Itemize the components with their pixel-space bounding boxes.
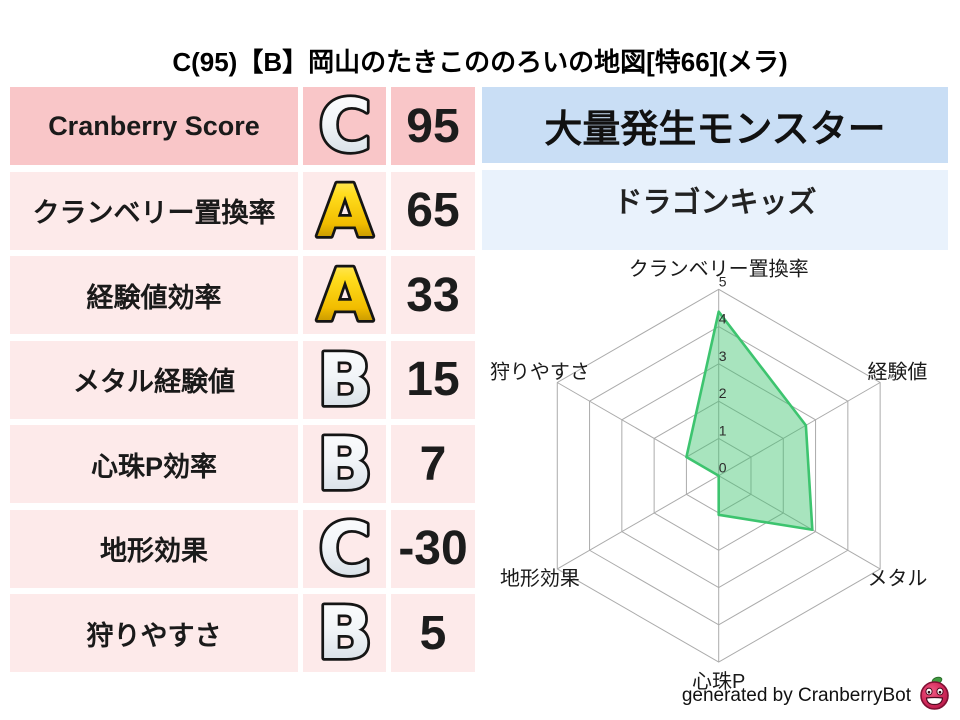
score-value: 65 <box>391 171 475 250</box>
table-row: Cranberry Score C 95 <box>10 83 475 171</box>
monster-name: ドラゴンキッズ <box>482 170 948 250</box>
svg-text:3: 3 <box>719 348 727 364</box>
score-label: 心珠P効率 <box>10 425 298 503</box>
svg-text:狩りやすさ: 狩りやすさ <box>490 361 590 384</box>
grade-badge-icon: C <box>303 83 386 171</box>
svg-text:経験値: 経験値 <box>867 361 927 384</box>
grade-badge-icon: B <box>303 421 386 509</box>
cranberry-mascot-icon <box>916 676 952 716</box>
score-label: クランベリー置換率 <box>10 171 298 250</box>
svg-text:5: 5 <box>719 273 727 289</box>
table-row: クランベリー置換率 A 65 <box>10 168 475 255</box>
score-label: 地形効果 <box>10 509 298 588</box>
score-label: メタル経験値 <box>10 340 298 419</box>
svg-text:C: C <box>319 84 372 168</box>
score-value: 33 <box>391 256 475 334</box>
svg-text:C: C <box>319 507 372 591</box>
table-row: 心珠P効率 B 7 <box>10 421 475 509</box>
svg-text:地形効果: 地形効果 <box>500 567 580 590</box>
svg-text:1: 1 <box>719 422 727 438</box>
score-label: Cranberry Score <box>10 87 298 165</box>
svg-text:4: 4 <box>719 311 727 327</box>
svg-text:クランベリー置換率: クランベリー置換率 <box>629 257 809 280</box>
page-title: C(95)【B】岡山のたきこののろいの地図[特66](メラ) <box>172 47 788 77</box>
svg-text:B: B <box>318 422 373 506</box>
score-label: 経験値効率 <box>10 256 298 334</box>
score-value: 5 <box>391 594 475 672</box>
grade-badge-icon: B <box>303 337 386 424</box>
grade-badge-icon: C <box>303 506 386 593</box>
table-row: 経験値効率 A 33 <box>10 252 475 340</box>
svg-text:心珠P: 心珠P <box>692 670 745 693</box>
svg-text:2: 2 <box>719 385 727 401</box>
svg-text:B: B <box>318 591 373 675</box>
grade-badge-icon: A <box>303 252 386 340</box>
svg-text:B: B <box>318 338 373 422</box>
score-value: 95 <box>391 87 475 165</box>
score-value: 7 <box>391 425 475 503</box>
svg-text:メタル: メタル <box>867 567 927 590</box>
score-table: Cranberry Score C 95 クランベリー置換率 A 65 経験値効… <box>10 83 475 679</box>
table-row: 地形効果 C -30 <box>10 506 475 593</box>
outbreak-header: 大量発生モンスター <box>482 87 948 163</box>
grade-badge-icon: B <box>303 590 386 678</box>
svg-text:0: 0 <box>719 460 727 476</box>
svg-text:A: A <box>317 169 373 253</box>
score-value: -30 <box>391 509 475 588</box>
score-value: 15 <box>391 340 475 419</box>
grade-badge-icon: A <box>303 168 386 255</box>
credit-line: generated by CranberryBot <box>682 676 952 716</box>
table-row: 狩りやすさ B 5 <box>10 590 475 678</box>
radar-chart-area: クランベリー置換率経験値メタル心珠P 地形効果 狩りやすさ 0 1 2 3 4 5 <box>480 250 960 720</box>
table-row: メタル経験値 B 15 <box>10 337 475 424</box>
svg-text:A: A <box>317 253 373 337</box>
credit-text: generated by CranberryBot <box>681 685 911 706</box>
score-label: 狩りやすさ <box>10 594 298 672</box>
